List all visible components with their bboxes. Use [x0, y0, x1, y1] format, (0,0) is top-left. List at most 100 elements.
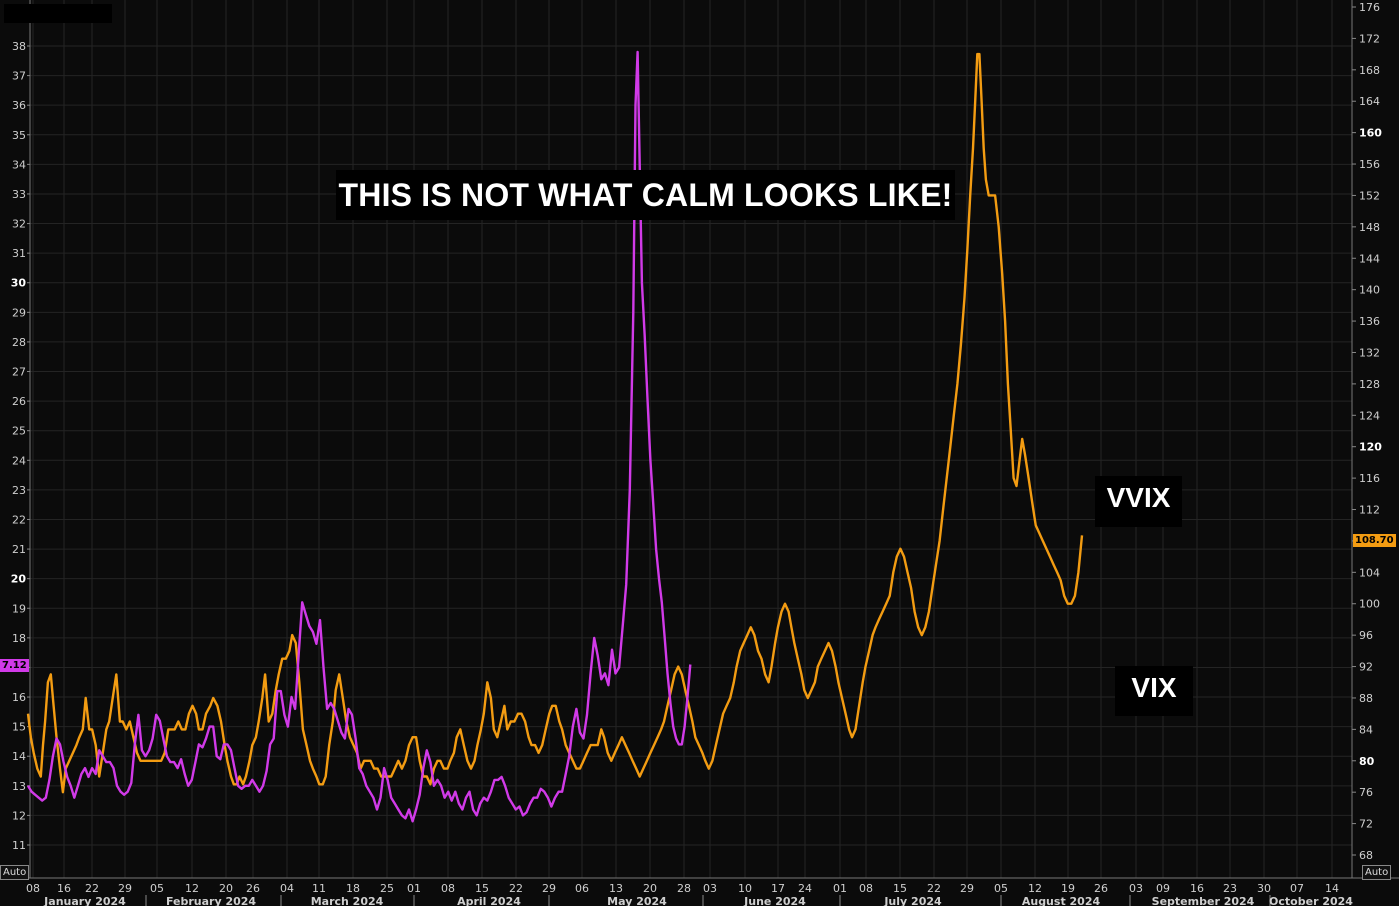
- x-axis-day-label: 10: [738, 882, 752, 895]
- x-axis-day-label: 29: [960, 882, 974, 895]
- left-axis-tick-label: 31: [12, 247, 26, 260]
- x-axis-month-label: June 2024: [743, 895, 806, 906]
- vix-series-label: VIX: [1115, 666, 1193, 716]
- right-axis-tick-label: 68: [1359, 849, 1373, 862]
- x-axis-day-label: 29: [542, 882, 556, 895]
- right-axis-tick-label: 120: [1359, 441, 1382, 454]
- right-axis-tick-label: 88: [1359, 692, 1373, 705]
- right-axis-tick-label: 92: [1359, 661, 1373, 674]
- vvix-series-label: VVIX: [1095, 476, 1182, 527]
- right-axis-tick-label: 164: [1359, 95, 1380, 108]
- x-axis-day-label: 08: [26, 882, 40, 895]
- right-axis-tick-label: 160: [1359, 127, 1382, 140]
- left-axis-tick-label: 33: [12, 188, 26, 201]
- x-axis-day-label: 19: [1061, 882, 1075, 895]
- x-axis-month-label: August 2024: [1022, 895, 1101, 906]
- x-axis-day-label: 03: [1129, 882, 1143, 895]
- right-axis-tick-label: 144: [1359, 252, 1380, 265]
- x-axis-day-label: 01: [407, 882, 421, 895]
- left-axis-tick-label: 21: [12, 543, 26, 556]
- right-axis-tick-label: 152: [1359, 189, 1380, 202]
- left-axis-tick-label: 20: [11, 573, 27, 586]
- right-axis-tick-label: 100: [1359, 598, 1380, 611]
- left-axis-tick-label: 12: [12, 809, 26, 822]
- left-axis-tick-label: 18: [12, 632, 26, 645]
- x-axis-day-label: 16: [57, 882, 71, 895]
- left-axis-tick-label: 23: [12, 484, 26, 497]
- right-axis-tick-label: 132: [1359, 346, 1380, 359]
- x-axis-day-label: 17: [771, 882, 785, 895]
- vvix-series-line: [26, 52, 1084, 794]
- x-axis-day-label: 03: [703, 882, 717, 895]
- x-axis-month-label: May 2024: [607, 895, 667, 906]
- x-axis-day-label: 06: [575, 882, 589, 895]
- left-axis-tick-label: 14: [12, 750, 26, 763]
- x-axis-day-label: 08: [441, 882, 455, 895]
- right-axis-tick-label: 104: [1359, 566, 1380, 579]
- x-axis-day-label: 22: [85, 882, 99, 895]
- x-axis-day-label: 11: [312, 882, 326, 895]
- left-axis-tick-label: 30: [11, 277, 27, 290]
- vvix-last-value-badge: 108.70: [1353, 534, 1396, 547]
- left-axis-tick-label: 13: [12, 780, 26, 793]
- x-axis-day-label: 26: [1094, 882, 1108, 895]
- left-axis-auto-button[interactable]: Auto: [0, 865, 30, 880]
- left-axis-tick-label: 28: [12, 336, 26, 349]
- left-axis-tick-label: 27: [12, 366, 26, 379]
- right-axis-tick-label: 112: [1359, 504, 1380, 517]
- x-axis-day-label: 01: [833, 882, 847, 895]
- left-axis-tick-label: 34: [12, 158, 26, 171]
- x-axis-day-label: 05: [994, 882, 1008, 895]
- x-axis-day-label: 20: [219, 882, 233, 895]
- left-axis-tick-label: 36: [12, 99, 26, 112]
- x-axis-day-label: 08: [859, 882, 873, 895]
- left-axis-tick-label: 32: [12, 218, 26, 231]
- right-axis-auto-button[interactable]: Auto: [1362, 865, 1392, 880]
- x-axis-day-label: 12: [1028, 882, 1042, 895]
- x-axis-day-label: 26: [246, 882, 260, 895]
- right-axis-tick-label: 72: [1359, 818, 1373, 831]
- right-axis-tick-label: 84: [1359, 723, 1373, 736]
- right-axis-tick-label: 80: [1359, 755, 1375, 768]
- right-axis-tick-label: 124: [1359, 409, 1380, 422]
- x-axis-day-label: 23: [1223, 882, 1237, 895]
- x-axis-day-label: 12: [185, 882, 199, 895]
- left-axis-tick-label: 35: [12, 129, 26, 142]
- x-axis-month-label: October 2024: [1269, 895, 1353, 906]
- x-axis-day-label: 14: [1325, 882, 1339, 895]
- x-axis-day-label: 05: [150, 882, 164, 895]
- right-axis-tick-label: 148: [1359, 221, 1380, 234]
- x-axis-month-label: March 2024: [311, 895, 384, 906]
- left-axis-tick-label: 26: [12, 395, 26, 408]
- x-axis-day-label: 07: [1290, 882, 1304, 895]
- x-axis-month-label: September 2024: [1152, 895, 1255, 906]
- x-axis-month-label: February 2024: [166, 895, 256, 906]
- x-axis-month-label: April 2024: [457, 895, 521, 906]
- x-axis-day-label: 18: [346, 882, 360, 895]
- right-axis-tick-label: 136: [1359, 315, 1380, 328]
- x-axis-day-label: 20: [643, 882, 657, 895]
- right-axis-tick-label: 96: [1359, 629, 1373, 642]
- left-axis-tick-label: 37: [12, 70, 26, 83]
- x-axis-day-label: 24: [798, 882, 812, 895]
- x-axis-day-label: 30: [1257, 882, 1271, 895]
- x-axis-day-label: 29: [118, 882, 132, 895]
- x-axis-day-label: 09: [1156, 882, 1170, 895]
- left-axis-tick-label: 16: [12, 691, 26, 704]
- right-axis-tick-label: 156: [1359, 158, 1380, 171]
- x-axis-month-label: July 2024: [883, 895, 942, 906]
- ticker-label-box: [4, 4, 112, 23]
- right-axis-tick-label: 176: [1359, 1, 1380, 14]
- left-axis-tick-label: 29: [12, 306, 26, 319]
- x-axis-day-label: 25: [380, 882, 394, 895]
- left-axis-tick-label: 15: [12, 721, 26, 734]
- x-axis-day-label: 22: [509, 882, 523, 895]
- left-axis-tick-label: 38: [12, 40, 26, 53]
- vix-last-value-badge: 7.12: [0, 659, 29, 672]
- right-axis-tick-label: 140: [1359, 284, 1380, 297]
- left-axis-tick-label: 22: [12, 513, 26, 526]
- left-axis-tick-label: 25: [12, 425, 26, 438]
